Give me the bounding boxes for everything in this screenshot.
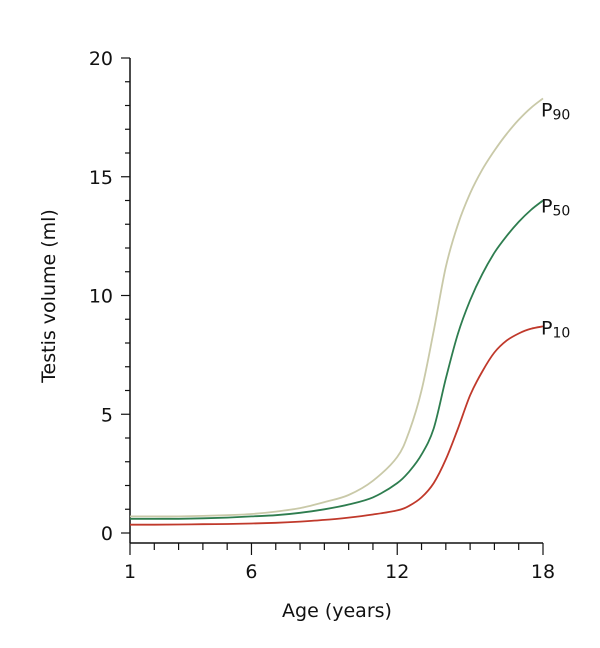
y-axis: 0 5 10 15 20 bbox=[89, 48, 131, 545]
x-tick-label: 12 bbox=[385, 561, 409, 583]
series-line-p10 bbox=[130, 325, 544, 526]
series-label-p50: P50 bbox=[541, 196, 570, 220]
x-axis: 1 6 12 18 bbox=[124, 542, 555, 583]
x-tick-label: 18 bbox=[531, 561, 555, 583]
series-label-p10: P10 bbox=[541, 317, 570, 341]
y-tick-label: 20 bbox=[89, 48, 113, 70]
y-tick-label: 15 bbox=[89, 167, 113, 189]
x-tick-label: 1 bbox=[124, 561, 136, 583]
y-tick-label: 10 bbox=[89, 286, 113, 308]
x-tick-label: 6 bbox=[245, 561, 257, 583]
series-label-letter: P bbox=[541, 317, 552, 339]
series-label-percentile: 10 bbox=[552, 325, 570, 341]
series-layer bbox=[130, 97, 544, 526]
series-line-p50 bbox=[130, 199, 544, 520]
series-label-p90: P90 bbox=[541, 99, 570, 123]
series-line-p90 bbox=[130, 97, 544, 518]
x-axis-title: Age (years) bbox=[282, 600, 392, 622]
series-label-percentile: 50 bbox=[552, 204, 570, 220]
y-tick-label: 0 bbox=[101, 523, 113, 545]
y-axis-title: Testis volume (ml) bbox=[38, 209, 60, 384]
series-label-letter: P bbox=[541, 196, 552, 218]
y-tick-label: 5 bbox=[101, 404, 113, 426]
series-label-letter: P bbox=[541, 99, 552, 121]
series-label-percentile: 90 bbox=[552, 107, 570, 123]
